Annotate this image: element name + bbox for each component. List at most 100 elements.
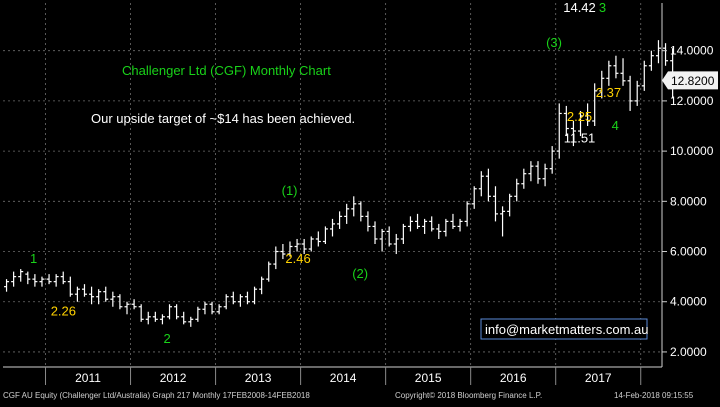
ohlc-bar	[39, 276, 45, 287]
ohlc-bar	[202, 301, 208, 315]
ohlc-bar	[655, 40, 661, 64]
ohlc-bar	[422, 218, 428, 234]
ohlc-bar	[174, 304, 180, 320]
ohlc-bar	[485, 168, 491, 202]
ohlc-bar	[216, 304, 222, 315]
ohlc-bar	[386, 226, 392, 247]
chart-title: Challenger Ltd (CGF) Monthly Chart	[122, 63, 331, 78]
y-tick-label: 2.0000	[670, 345, 707, 359]
ohlc-bar	[337, 211, 343, 229]
ohlc-bar	[25, 271, 31, 285]
ohlc-bar	[4, 279, 10, 292]
wave-label: (3)	[546, 35, 562, 50]
ohlc-bar	[138, 304, 144, 322]
ohlc-bar	[117, 294, 123, 310]
ohlc-bar	[53, 274, 59, 287]
ohlc-bar	[280, 243, 286, 260]
ohlc-bar	[301, 238, 307, 255]
ohlc-bar	[535, 161, 541, 184]
ohlc-bar	[620, 58, 626, 86]
ohlc-bar	[322, 226, 328, 244]
wave-label: 4	[612, 118, 619, 133]
x-axis: 2011 2012 2013 2014 2015 2016 2017	[3, 366, 662, 385]
ohlc-bar	[464, 201, 470, 227]
ohlc-bar	[259, 276, 265, 295]
wave-label: (1)	[282, 183, 298, 198]
ohlc-bar	[188, 316, 194, 327]
ohlc-bar	[124, 301, 130, 315]
ohlc-bar	[110, 291, 116, 307]
ohlc-bar	[315, 231, 321, 247]
ohlc-bar	[663, 43, 669, 66]
ohlc-bar	[131, 299, 137, 310]
ohlc-bar	[549, 146, 555, 174]
ohlc-bar	[592, 83, 598, 127]
ohlc-bar	[32, 274, 38, 287]
ohlc-bar	[209, 301, 215, 315]
ohlc-bar	[152, 311, 158, 322]
ohlc-bar	[11, 271, 17, 287]
ohlc-bar	[648, 50, 654, 71]
chart-note: Our upside target of ~$14 has been achie…	[91, 111, 355, 126]
footer-left: CGF AU Equity (Challenger Ltd/Australia)…	[3, 391, 310, 400]
ohlc-bar	[521, 168, 527, 189]
x-tick-label: 2011	[75, 371, 101, 385]
footer-copyright: Copyright© 2018 Bloomberg Finance L.P.	[395, 391, 542, 400]
x-tick-label: 2012	[160, 371, 187, 385]
ohlc-bar	[641, 60, 647, 91]
ohlc-bar	[514, 178, 520, 202]
ohlc-bar	[429, 216, 435, 232]
last-price-tag: 12.8200	[662, 71, 718, 90]
ohlc-bar	[570, 120, 576, 147]
wave-label: 2	[163, 331, 170, 346]
ohlc-bar	[379, 228, 385, 252]
contact-email[interactable]: info@marketmatters.com.au	[485, 322, 648, 337]
y-tick-label: 8.0000	[670, 194, 707, 208]
ohlc-bar	[372, 221, 378, 244]
ohlc-bar	[230, 291, 236, 305]
x-tick-label: 2015	[415, 371, 442, 385]
ohlc-bar	[365, 211, 371, 232]
wave-label: 2.46	[285, 251, 310, 266]
ohlc-bar	[627, 75, 633, 111]
wave-label: 3	[599, 0, 606, 15]
ohlc-bar	[18, 269, 24, 282]
ohlc-bar	[478, 171, 484, 197]
x-tick-label: 2014	[330, 371, 357, 385]
ohlc-bar	[46, 274, 52, 285]
ohlc-bar	[528, 161, 534, 182]
ohlc-bar	[308, 236, 314, 252]
ohlc-bar	[563, 105, 569, 137]
ohlc-bar	[60, 271, 66, 285]
y-tick-label: 6.0000	[670, 245, 707, 259]
ohlc-bar	[492, 186, 498, 222]
x-tick-label: 2013	[245, 371, 272, 385]
footer-timestamp: 14-Feb-2018 09:15:55	[614, 391, 694, 400]
ohlc-bar	[443, 218, 449, 237]
ohlc-bar	[436, 223, 442, 239]
ohlc-bar	[266, 261, 272, 282]
ohlc-bar	[457, 218, 463, 232]
ohlc-bar	[578, 110, 584, 137]
ohlc-bar	[415, 213, 421, 229]
ohlc-bar	[613, 55, 619, 79]
ohlc-bar	[606, 60, 612, 86]
ohlc-bar	[159, 314, 165, 325]
wave-label: 11.51	[564, 130, 596, 145]
last-price-label: 12.8200	[671, 74, 715, 88]
ohlc-bar	[400, 223, 406, 244]
ohlc-bar	[223, 294, 229, 310]
ohlc-bar	[358, 201, 364, 222]
ohlc-bar	[294, 238, 300, 252]
ohlc-bar	[167, 304, 173, 320]
ohlc-bar	[450, 213, 456, 229]
ohlc-bar	[81, 284, 87, 297]
ohlc-bar	[351, 196, 357, 217]
ohlc-bar	[585, 103, 591, 127]
contact-box: info@marketmatters.com.au	[480, 318, 648, 340]
ohlc-bar	[89, 286, 95, 305]
y-axis: 2.0000 4.0000 6.0000 8.0000 10.0000 12.0000 14…	[661, 3, 718, 367]
ohlc-bar	[330, 218, 335, 237]
